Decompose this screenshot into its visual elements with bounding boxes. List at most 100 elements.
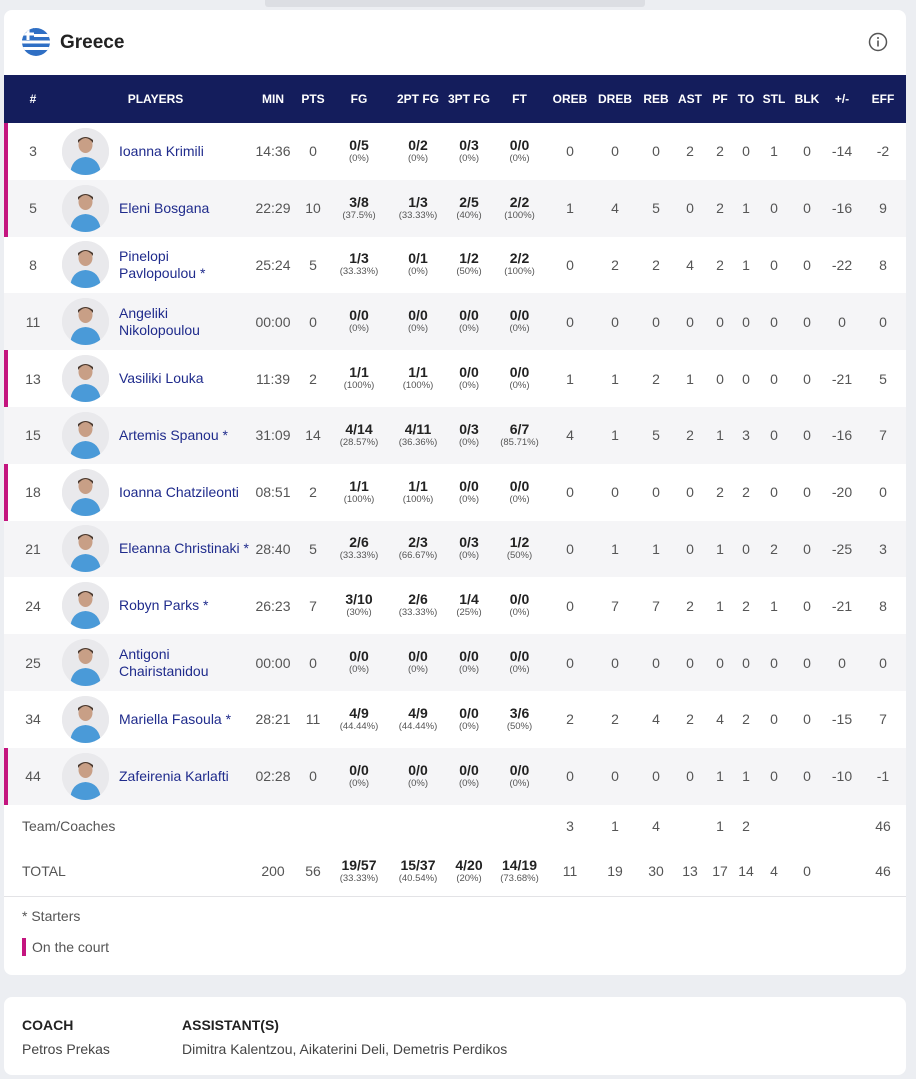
player-to: 2	[742, 597, 750, 614]
player-fg3: 1/4 (25%)	[456, 591, 482, 619]
player-cell: Pinelopi Pavlopoulou *	[62, 237, 249, 294]
col-ast[interactable]: AST	[678, 91, 702, 106]
player-avatar	[62, 127, 109, 175]
player-name-link[interactable]: Angeliki Nikolopoulou	[119, 304, 200, 338]
assistants-label: ASSISTANT(S)	[182, 1017, 279, 1033]
player-pm: -15	[831, 711, 853, 728]
col-min[interactable]: MIN	[262, 91, 284, 106]
col-to[interactable]: TO	[737, 91, 755, 106]
col-dreb[interactable]: DREB	[597, 91, 632, 106]
col-pts[interactable]: PTS	[301, 91, 325, 106]
player-min: 02:28	[255, 768, 291, 785]
player-oreb: 0	[566, 484, 574, 501]
player-name-link[interactable]: Eleni Bosgana	[119, 199, 210, 216]
player-ast: 0	[686, 540, 694, 557]
player-to: 1	[742, 768, 750, 785]
table-row: 8 Pinelopi Pavlopoulou * 25:24 5 1/3 (33.33%…	[4, 237, 906, 294]
boxscore-card: Greece # PLAYERS MIN PTS FG 2PT FG	[4, 10, 906, 975]
col-3pt-fg[interactable]: 3PT FG	[447, 91, 490, 106]
player-to: 0	[742, 540, 750, 557]
player-pts: 0	[309, 313, 317, 330]
player-ft: 0/0 (0%)	[509, 591, 530, 619]
player-pf: 0	[716, 654, 724, 671]
player-blk: 0	[803, 143, 811, 160]
player-fg: 0/0 (0%)	[348, 307, 370, 335]
player-name-link[interactable]: Ioanna Krimili	[119, 142, 204, 159]
total-fg: 19/57 (33.33%)	[339, 856, 379, 884]
player-ast: 0	[686, 654, 694, 671]
player-ast: 0	[686, 768, 694, 785]
player-pts: 14	[305, 427, 321, 444]
player-name-link[interactable]: Vasiliki Louka	[119, 370, 204, 387]
total-pts: 56	[305, 863, 321, 880]
player-fg3: 0/3 (0%)	[458, 136, 480, 164]
player-name-link[interactable]: Mariella Fasoula *	[119, 710, 232, 727]
player-pf: 1	[716, 597, 724, 614]
total-reb: 30	[648, 863, 664, 880]
col-pf[interactable]: PF	[712, 91, 728, 106]
player-min: 11:39	[256, 370, 290, 387]
player-cell: Zafeirenia Karlafti	[62, 748, 249, 805]
player-pts: 0	[309, 654, 317, 671]
player-name-link[interactable]: Antigoni Chairistanidou	[119, 645, 209, 679]
col-num[interactable]: #	[29, 91, 37, 106]
player-blk: 0	[803, 654, 811, 671]
player-min: 14:36	[255, 143, 291, 160]
player-name-link[interactable]: Pinelopi Pavlopoulou *	[119, 247, 206, 281]
player-stl: 2	[770, 540, 778, 557]
player-name-link[interactable]: Ioanna Chatzileonti	[119, 483, 239, 500]
player-cell: Ioanna Krimili	[62, 123, 249, 180]
col-oreb[interactable]: OREB	[552, 91, 588, 106]
player-dreb: 1	[611, 540, 619, 557]
player-to: 0	[742, 143, 750, 160]
player-blk: 0	[803, 597, 811, 614]
on-court-marker-icon	[4, 179, 8, 237]
col-plus-minus[interactable]: +/-	[834, 91, 850, 106]
total-min: 200	[261, 863, 285, 880]
player-avatar	[62, 582, 109, 630]
col-blk[interactable]: BLK	[794, 91, 820, 106]
player-min: 00:00	[255, 654, 291, 671]
player-name-link[interactable]: Eleanna Christinaki *	[119, 540, 249, 557]
col-eff[interactable]: EFF	[871, 91, 895, 106]
player-stl: 0	[770, 768, 778, 785]
player-fg: 4/14 (28.57%)	[339, 420, 379, 448]
table-row: 15 Artemis Spanou * 31:09 14 4/14 (28.57%) 4/…	[4, 406, 906, 464]
col-reb[interactable]: REB	[643, 91, 669, 106]
player-stl: 0	[770, 256, 778, 273]
player-eff: 0	[879, 484, 887, 501]
player-ast: 2	[686, 597, 694, 614]
info-icon[interactable]	[868, 32, 888, 52]
player-pm: -16	[831, 200, 853, 217]
player-reb: 7	[652, 597, 660, 614]
player-name-link[interactable]: Robyn Parks *	[119, 597, 209, 614]
player-name-link[interactable]: Zafeirenia Karlafti	[119, 767, 229, 784]
player-stl: 0	[770, 313, 778, 330]
player-number: 11	[25, 313, 41, 330]
player-number: 44	[4, 747, 62, 805]
player-pf: 2	[716, 200, 724, 217]
player-stl: 1	[770, 143, 778, 160]
player-avatar	[62, 241, 109, 289]
total-eff: 46	[875, 863, 891, 880]
team-dreb: 1	[611, 817, 619, 834]
player-cell: Mariella Fasoula *	[62, 691, 249, 748]
player-stl: 0	[770, 427, 778, 444]
player-name-link[interactable]: Artemis Spanou *	[119, 426, 228, 443]
table-row: 24 Robyn Parks * 26:23 7 3/10 (30%) 2/6 (33.33…	[4, 577, 906, 634]
on-court-marker-icon	[4, 463, 8, 521]
player-to: 1	[742, 256, 750, 273]
table-header-row: # PLAYERS MIN PTS FG 2PT FG 3PT FG FT OR…	[4, 75, 906, 123]
player-dreb: 0	[611, 768, 619, 785]
player-ft: 0/0 (0%)	[509, 648, 530, 676]
player-number: 34	[25, 711, 41, 728]
player-avatar	[62, 695, 109, 743]
total-ft: 14/19 (73.68%)	[500, 856, 539, 884]
col-2pt-fg[interactable]: 2PT FG	[396, 91, 439, 106]
team-coaches-label: Team/Coaches	[22, 817, 116, 834]
col-ft[interactable]: FT	[512, 91, 527, 106]
col-stl[interactable]: STL	[762, 91, 786, 106]
total-to: 14	[738, 863, 754, 880]
col-fg[interactable]: FG	[350, 91, 368, 106]
col-players[interactable]: PLAYERS	[127, 91, 184, 106]
